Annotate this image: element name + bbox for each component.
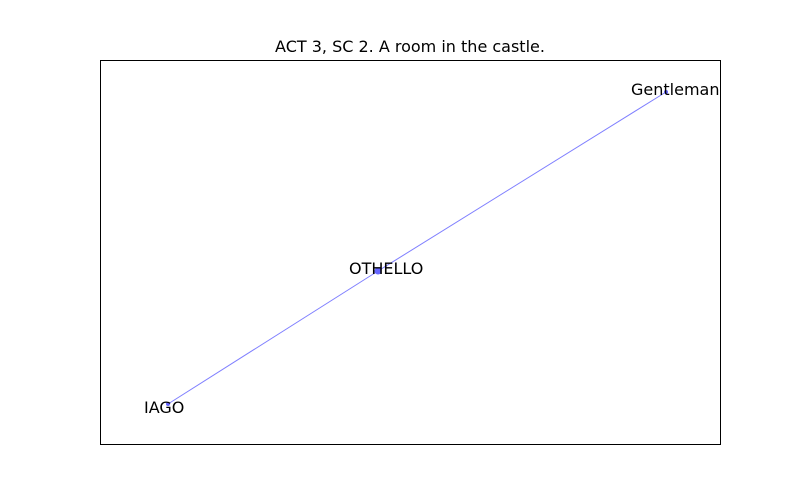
diagram-title: ACT 3, SC 2. A room in the castle. [275, 37, 545, 56]
node-label-othello: OTHELLO [349, 259, 423, 278]
node-gentleman [664, 90, 668, 94]
edges-layer [167, 91, 667, 405]
plot-area: Gentleman OTHELLO IAGO [100, 60, 721, 445]
node-label-gentleman: Gentleman [631, 80, 719, 99]
edge-othello-gentleman [377, 91, 667, 272]
node-othello [374, 267, 382, 275]
node-label-iago: IAGO [144, 398, 184, 417]
plot-frame [100, 60, 721, 445]
node-iago [166, 402, 170, 406]
edge-othello-iago [167, 270, 379, 405]
nodes-layer [166, 90, 668, 406]
labels-layer: Gentleman OTHELLO IAGO [144, 80, 719, 417]
